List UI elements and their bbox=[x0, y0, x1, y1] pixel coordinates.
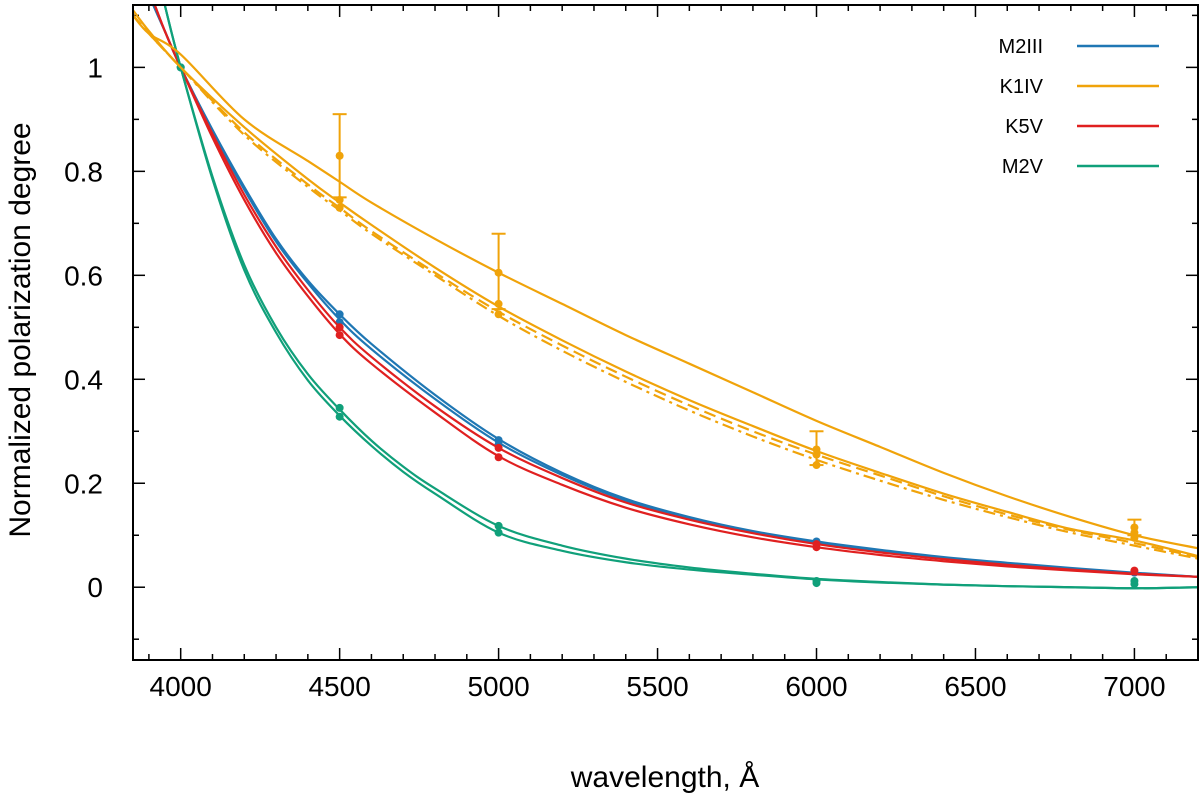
data-point bbox=[1130, 566, 1139, 575]
data-point bbox=[335, 195, 344, 204]
x-tick-label: 5000 bbox=[467, 671, 529, 702]
axis-ticks bbox=[133, 5, 1199, 660]
data-point bbox=[335, 203, 344, 212]
data-point bbox=[335, 412, 344, 421]
x-tick-label: 6000 bbox=[785, 671, 847, 702]
data-point bbox=[1130, 580, 1139, 589]
x-tick-labels: 4000 4500 5000 5500 6000 6500 7000 bbox=[150, 671, 1166, 702]
x-tick-label: 6500 bbox=[944, 671, 1006, 702]
series-line bbox=[133, 14, 1198, 550]
legend: M2III K1IV K5V M2V bbox=[999, 36, 1159, 178]
series-line bbox=[163, 5, 1198, 590]
data-point bbox=[494, 310, 503, 319]
y-tick-label: 0.2 bbox=[64, 468, 103, 499]
x-tick-label: 4000 bbox=[150, 671, 212, 702]
series-line bbox=[133, 14, 1198, 560]
data-point bbox=[812, 579, 821, 588]
series-k1iv-dashdot bbox=[133, 14, 1198, 560]
legend-label: M2III bbox=[999, 36, 1043, 58]
data-point bbox=[812, 461, 821, 470]
y-tick-label: 0.4 bbox=[64, 364, 103, 395]
legend-label: K1IV bbox=[1000, 76, 1044, 98]
x-axis-title: wavelength, Å bbox=[570, 761, 759, 794]
series-layer bbox=[133, 5, 1198, 590]
series-k5v-b bbox=[153, 5, 1198, 578]
data-point bbox=[1130, 533, 1139, 542]
series-line bbox=[133, 9, 1198, 558]
y-tick-label: 0 bbox=[87, 572, 103, 603]
series-line bbox=[133, 14, 1198, 559]
series-m2v-b bbox=[163, 5, 1198, 590]
plot-frame bbox=[132, 4, 1199, 661]
y-tick-labels: 0 0.2 0.4 0.6 0.8 1 bbox=[64, 52, 103, 603]
data-point bbox=[494, 453, 503, 462]
data-point bbox=[494, 299, 503, 308]
legend-label: K5V bbox=[1005, 116, 1043, 138]
y-axis-title: Normalized polarization degree bbox=[4, 122, 37, 537]
x-tick-label: 4500 bbox=[308, 671, 370, 702]
data-point bbox=[812, 543, 821, 552]
data-point bbox=[335, 151, 344, 160]
x-tick-label: 5500 bbox=[626, 671, 688, 702]
data-point bbox=[812, 450, 821, 459]
y-tick-label: 0.8 bbox=[64, 156, 103, 187]
data-point bbox=[494, 268, 503, 277]
series-k1iv-dash bbox=[133, 14, 1198, 559]
data-point bbox=[335, 323, 344, 332]
data-point bbox=[335, 331, 344, 340]
x-tick-label: 7000 bbox=[1103, 671, 1165, 702]
y-tick-label: 0.6 bbox=[64, 260, 103, 291]
data-point bbox=[494, 443, 503, 452]
legend-label: M2V bbox=[1002, 156, 1044, 178]
data-point bbox=[494, 521, 503, 530]
data-point bbox=[494, 528, 503, 537]
data-point bbox=[335, 403, 344, 412]
y-tick-label: 1 bbox=[87, 52, 103, 83]
